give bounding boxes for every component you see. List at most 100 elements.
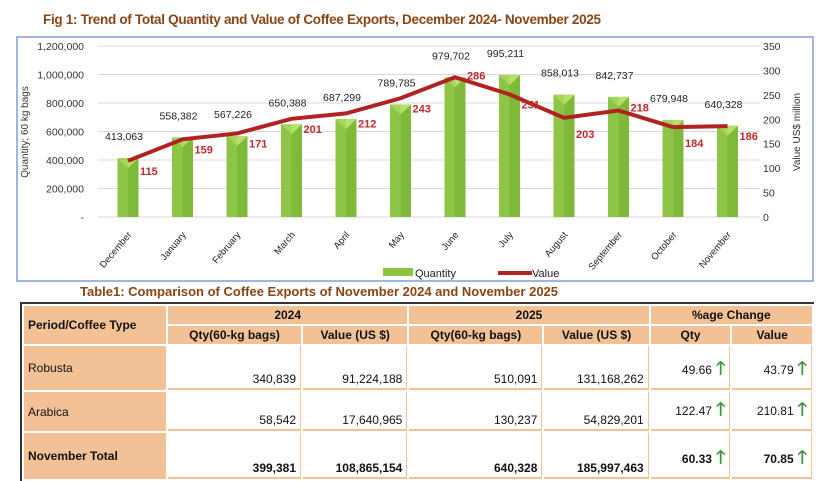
cell-value: 131,168,262 — [576, 372, 644, 386]
table-cell: 58,542 — [168, 392, 302, 431]
table-cell: 70.85 🡑 — [732, 433, 812, 479]
table-row: November Total 399,381 108,865,154 640,328 1… — [24, 433, 812, 479]
y-tick-label: 1,000,000 — [37, 70, 84, 82]
arrow-up-icon: 🡑 — [715, 399, 726, 419]
value-data-label: 286 — [467, 70, 485, 82]
quantity-data-label: 842,737 — [596, 70, 634, 82]
quantity-data-label: 789,785 — [378, 77, 416, 89]
quantity-data-label: 687,299 — [323, 92, 361, 104]
comparison-table: Period/Coffee Type 2024 2025 %age Change… — [20, 302, 814, 481]
x-tick-label: December — [98, 230, 135, 271]
cell-value: 17,640,965 — [342, 413, 403, 427]
quantity-data-label: 640,328 — [705, 99, 743, 111]
quantity-data-label: 858,013 — [541, 68, 579, 80]
x-tick-label: October — [649, 230, 679, 263]
x-tick-label: January — [159, 230, 189, 263]
value-data-label: 251 — [522, 99, 540, 111]
cell-value: 510,091 — [494, 372, 538, 386]
value-line — [127, 75, 728, 163]
cell-value: 54,829,201 — [583, 413, 644, 427]
sub-header: Value — [732, 326, 812, 344]
quantity-data-label: 979,702 — [432, 50, 470, 62]
arrow-up-icon: 🡑 — [715, 358, 726, 378]
y-axis-label: Quantity; 60 kg bags — [20, 86, 31, 178]
cell-value: 130,237 — [494, 413, 538, 427]
cell-value: 70.85 — [763, 452, 794, 466]
y2-axis-label: Value US$ million — [792, 93, 803, 171]
table-cell: 91,224,188 — [303, 346, 408, 390]
chart-title: Fig 1: Trend of Total Quantity and Value… — [43, 12, 601, 27]
y-tick-label: 800,000 — [46, 98, 84, 110]
bar-facet — [117, 158, 128, 217]
corner-header: Period/Coffee Type — [24, 306, 166, 344]
arrow-up-icon: 🡑 — [797, 447, 807, 467]
arrow-up-icon: 🡑 — [797, 358, 807, 378]
cell-value: 108,865,154 — [335, 461, 403, 475]
x-tick-label: November — [697, 230, 734, 271]
x-tick-label: March — [272, 230, 297, 257]
bar-facet — [335, 119, 346, 217]
group-header: 2024 — [168, 306, 408, 324]
bar-facet — [608, 96, 619, 217]
value-data-label: 218 — [631, 102, 649, 114]
value-data-label: 212 — [358, 118, 376, 130]
bar-facet — [390, 104, 401, 217]
chart: - 200,000 400,000 600,000 800,000 1,000,000 1,… — [20, 41, 803, 280]
legend-quantity-label: Quantity — [415, 268, 456, 280]
bar-facet — [226, 136, 237, 217]
quantity-data-label: 995,211 — [487, 48, 524, 60]
y-tick-label: 600,000 — [46, 127, 84, 139]
quantity-data-label: 650,388 — [269, 97, 307, 109]
value-data-label: 184 — [685, 138, 704, 150]
quantity-data-label: 558,382 — [160, 110, 198, 122]
y-tick-label: 200,000 — [46, 184, 84, 196]
sub-header: Qty — [650, 326, 731, 344]
sub-header: Value (US $) — [303, 326, 408, 344]
x-tick-label: May — [387, 230, 407, 251]
table-title: Table1: Comparison of Coffee Exports of … — [80, 284, 559, 299]
group-header: %age Change — [650, 306, 812, 324]
cell-value: 640,328 — [494, 461, 538, 475]
cell-value: 49.66 — [681, 363, 712, 377]
cell-value: 185,997,463 — [576, 461, 644, 475]
cell-value: 43.79 — [763, 363, 794, 377]
table-cell: 185,997,463 — [544, 433, 649, 479]
row-label: November Total — [24, 433, 166, 479]
y2-tick-label: 50 — [763, 188, 775, 200]
table-row: Robusta 340,839 91,224,188 510,091 131,168,2… — [24, 346, 812, 390]
legend-quantity-swatch — [383, 268, 413, 276]
value-data-label: 201 — [304, 124, 322, 136]
x-tick-label: September — [586, 230, 624, 273]
row-label: Arabica — [24, 392, 166, 431]
y-tick-label: - — [81, 212, 85, 224]
table-cell: 17,640,965 — [303, 392, 408, 431]
x-tick-label: February — [210, 230, 243, 266]
table-cell: 210.81 🡑 — [732, 392, 812, 431]
table-cell: 108,865,154 — [303, 433, 408, 479]
cell-value: 210.81 — [756, 404, 794, 418]
value-data-label: 159 — [195, 144, 213, 156]
arrow-up-icon: 🡑 — [797, 399, 807, 419]
bar-facet — [281, 124, 292, 217]
y2-tick-label: 350 — [763, 41, 781, 53]
table-cell: 49.66 🡑 — [650, 346, 731, 390]
value-data-label: 203 — [576, 129, 594, 141]
chart-frame — [16, 36, 814, 282]
table-cell: 131,168,262 — [544, 346, 649, 390]
sub-header: Value (US $) — [544, 326, 649, 344]
sub-header: Qty(60-kg bags) — [168, 326, 302, 344]
y2-tick-label: 300 — [763, 65, 781, 77]
quantity-data-label: 567,226 — [214, 109, 252, 121]
table-cell: 340,839 — [168, 346, 302, 390]
bar-facet — [444, 77, 455, 218]
y-tick-label: 400,000 — [46, 155, 84, 167]
table-cell: 43.79 🡑 — [732, 346, 812, 390]
sub-header: Qty(60-kg bags) — [409, 326, 543, 344]
bar-facet — [717, 125, 728, 217]
value-data-label: 186 — [740, 131, 758, 143]
x-tick-label: April — [332, 230, 353, 252]
table-cell: 130,237 — [409, 392, 543, 431]
cell-value: 91,224,188 — [342, 372, 403, 386]
group-header: 2025 — [409, 306, 649, 324]
table-cell: 510,091 — [409, 346, 543, 390]
